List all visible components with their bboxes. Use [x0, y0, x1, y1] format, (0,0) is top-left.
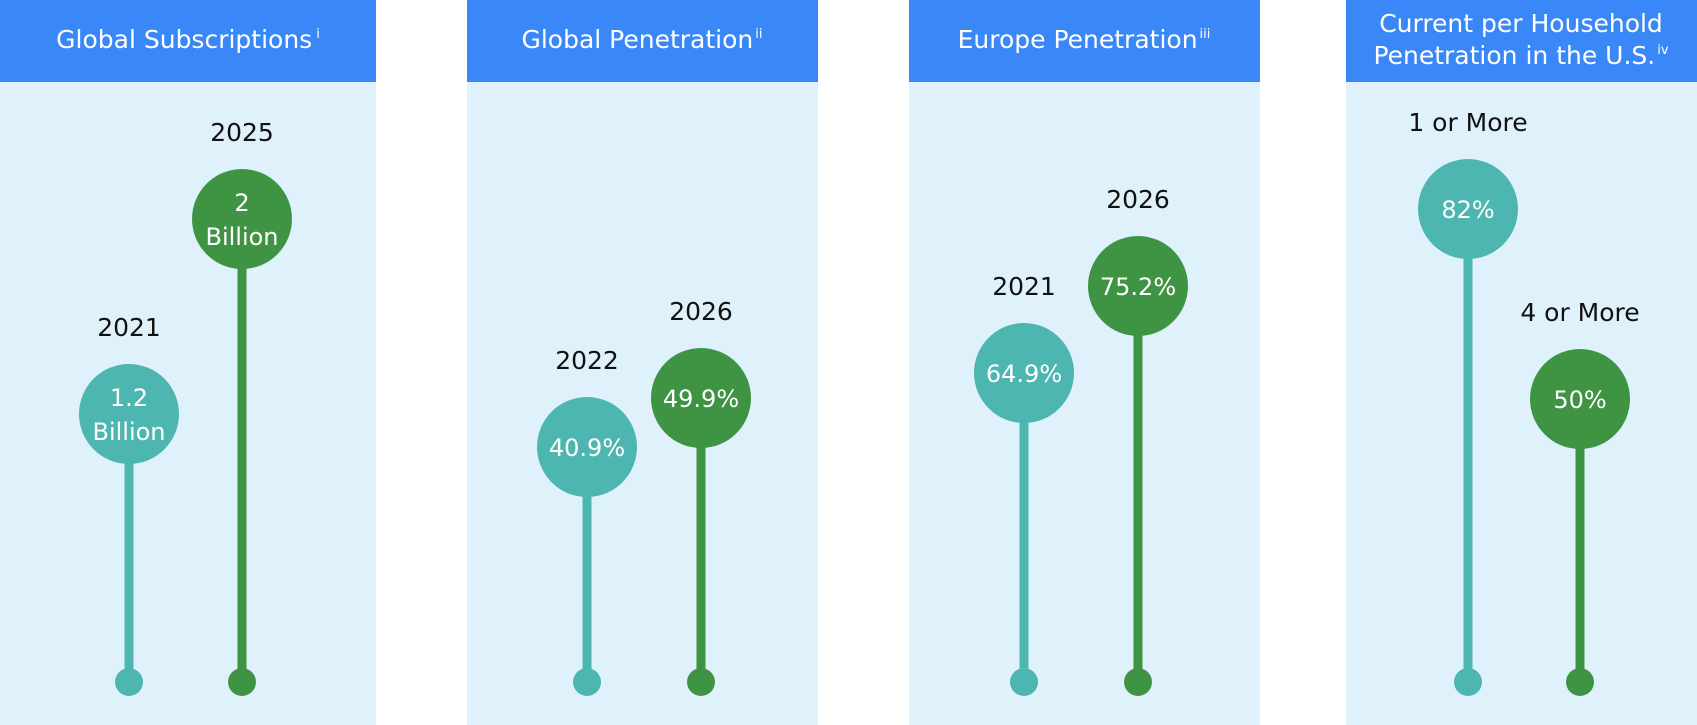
data-label: 40.9%: [549, 434, 625, 462]
lollipop-base-dot: [115, 668, 143, 696]
panel-us-household-penetration: [1346, 0, 1697, 725]
category-label: 2026: [1106, 185, 1170, 214]
panel-global-subscriptions: [0, 0, 376, 725]
header-global-penetration: [467, 0, 818, 82]
category-label: 2025: [210, 118, 274, 147]
lollipop-bubble: [651, 348, 751, 448]
lollipop-base-dot: [1010, 668, 1038, 696]
lollipop-base-dot: [687, 668, 715, 696]
data-label: 82%: [1441, 196, 1494, 224]
lollipop-base-dot: [1454, 668, 1482, 696]
data-label: 75.2%: [1100, 273, 1176, 301]
chart-title-europe-penetration: Europe Penetration iii: [958, 25, 1211, 54]
category-label: 2021: [992, 272, 1056, 301]
lollipop-bubble: [1418, 159, 1518, 259]
lollipop-base-dot: [1124, 668, 1152, 696]
data-label: Billion: [205, 223, 278, 251]
data-label: Billion: [92, 418, 165, 446]
data-label: 1.2: [110, 384, 148, 412]
data-label: 50%: [1553, 386, 1606, 414]
data-label: 49.9%: [663, 385, 739, 413]
lollipop-bubble: [1530, 349, 1630, 449]
lollipop-bubble: [974, 323, 1074, 423]
lollipop-bubble: [79, 364, 179, 464]
lollipop-base-dot: [1566, 668, 1594, 696]
panel-global-penetration: [467, 0, 818, 725]
lollipop-marks: 1.2 Billion 2021 2 Billion 2025 40.9% 2022 49.9%…: [79, 108, 1640, 696]
lollipop-bubble: [537, 397, 637, 497]
panel-europe-penetration: [909, 0, 1260, 725]
chart-title-global-penetration: Global Penetration ii: [521, 25, 762, 54]
data-label: 64.9%: [986, 360, 1062, 388]
lollipop-base-dot: [573, 668, 601, 696]
header-us-household-penetration: [1346, 0, 1697, 82]
chart-title-global-subscriptions: Global Subscriptions i: [56, 25, 320, 54]
lollipop-base-dot: [228, 668, 256, 696]
category-label: 2022: [555, 346, 619, 375]
category-label: 4 or More: [1520, 298, 1639, 327]
lollipop-bubble: [1088, 236, 1188, 336]
category-label: 2021: [97, 313, 161, 342]
category-label: 1 or More: [1408, 108, 1527, 137]
chart-title-us-household-penetration-line-1: Current per Household: [1379, 9, 1663, 38]
category-label: 2026: [669, 297, 733, 326]
header-global-subscriptions: [0, 0, 376, 82]
chart-title-us-household-penetration-line-2: Penetration in the U.S. iv: [1373, 41, 1668, 70]
data-label: 2: [234, 189, 249, 217]
header-europe-penetration: [909, 0, 1260, 82]
lollipop-bubble: [192, 169, 292, 269]
